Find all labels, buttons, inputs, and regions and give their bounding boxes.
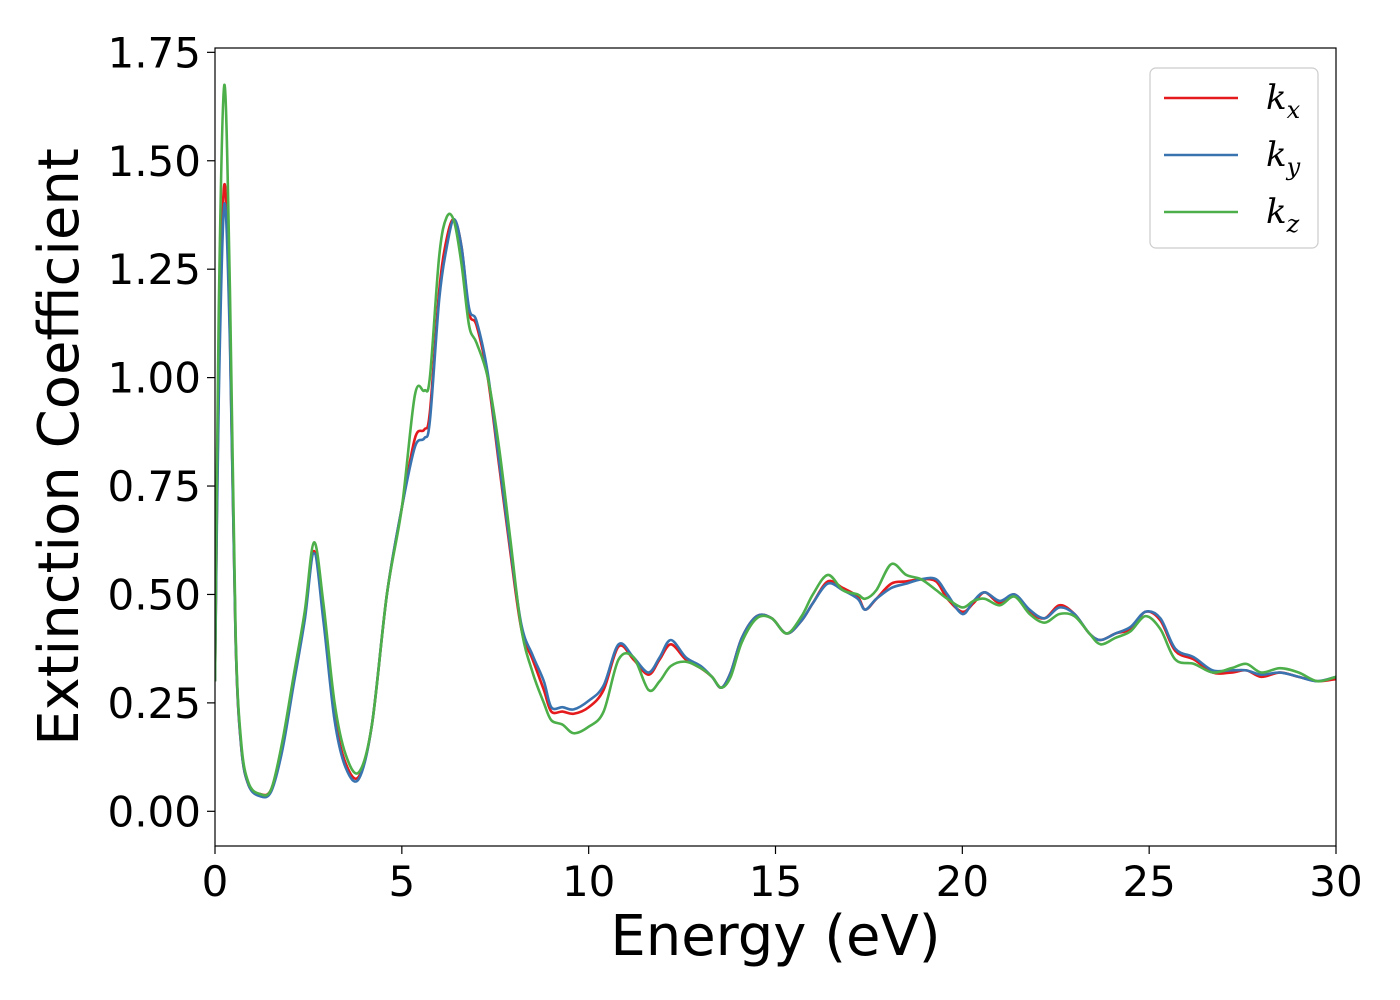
y-axis-label: Extinction Coefficient bbox=[27, 148, 92, 746]
x-tick-label: 0 bbox=[202, 857, 229, 906]
y-axis: 0.00 0.25 0.50 0.75 1.00 1.25 1.50 1.75 bbox=[107, 28, 215, 836]
series-line-y bbox=[215, 202, 1336, 799]
legend-box bbox=[1149, 67, 1319, 249]
x-axis: 0 5 10 15 20 25 30 bbox=[202, 846, 1363, 906]
legend-label-y: ky bbox=[1266, 135, 1301, 181]
legend-label-z: kz bbox=[1266, 192, 1300, 238]
x-tick-label: 10 bbox=[562, 857, 615, 906]
y-tick-label: 1.00 bbox=[107, 354, 201, 403]
y-tick-label: 0.25 bbox=[107, 679, 201, 728]
x-axis-label: Energy (eV) bbox=[610, 904, 940, 969]
y-tick-label: 1.25 bbox=[107, 245, 201, 294]
series-layer bbox=[215, 83, 1336, 799]
x-tick-label: 15 bbox=[749, 857, 802, 906]
x-tick-label: 5 bbox=[388, 857, 415, 906]
y-tick-label: 1.75 bbox=[107, 28, 201, 77]
y-tick-label: 0.50 bbox=[107, 570, 201, 619]
x-tick-label: 20 bbox=[936, 857, 989, 906]
y-tick-label: 1.50 bbox=[107, 137, 201, 186]
x-tick-label: 25 bbox=[1122, 857, 1175, 906]
y-tick-label: 0.75 bbox=[107, 462, 201, 511]
y-tick-label: 0.00 bbox=[107, 787, 201, 836]
series-line-z bbox=[215, 83, 1336, 797]
legend: kx ky kz bbox=[1149, 67, 1319, 249]
legend-label-x: kx bbox=[1266, 78, 1301, 124]
x-tick-label: 30 bbox=[1309, 857, 1362, 906]
